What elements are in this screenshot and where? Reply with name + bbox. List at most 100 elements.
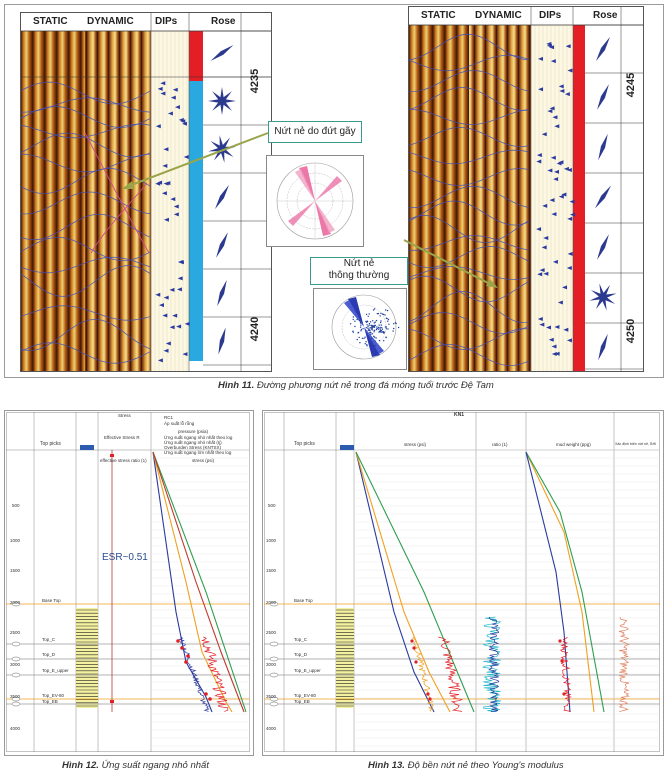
fig12-caption-text: Ứng suất ngang nhỏ nhất [98, 760, 209, 771]
shmin-curve [355, 451, 435, 713]
rose-symbol [594, 185, 612, 209]
dip-tadpole [184, 321, 190, 326]
fig13-top-e-upper: Top_E_upper [294, 668, 321, 673]
rose-symbol [589, 283, 617, 311]
top-marker [269, 672, 279, 678]
collapse-curve [525, 451, 571, 713]
fig11-callout-arrow-right [403, 239, 498, 288]
sinusoid-trace [21, 132, 151, 158]
sinusoid-trace [409, 109, 530, 125]
dip-tadpole [567, 216, 573, 221]
dip-tadpole [170, 197, 176, 202]
dip-tadpole [537, 56, 543, 61]
dip-tadpole [181, 121, 187, 126]
rc1-point [180, 646, 184, 650]
fig13-depth-1000: 1000 [266, 538, 277, 543]
dip-tadpole [547, 168, 553, 173]
sinusoid-trace [409, 344, 530, 366]
dip-tadpole [566, 338, 572, 343]
dip-tadpole [163, 295, 169, 300]
dip-tadpole [537, 272, 543, 277]
fig13-top-c: Top_C [294, 637, 308, 642]
dip-tadpole [566, 168, 572, 173]
dip-tadpole [549, 106, 555, 111]
fig12-top-base: Base Top [42, 598, 61, 603]
fig11-left-header-dynamic: DYNAMIC [87, 16, 134, 27]
sinusoid-trace [409, 275, 530, 303]
fig12-legend-overburden: Overburden Stress (KNTSX) [164, 445, 222, 450]
sinusoid-trace [409, 127, 530, 147]
fig12-depth-2500: 2500 [10, 630, 21, 635]
fig12-legend-shmin: Ứng suất ngang nhỏ nhất (Ij) [164, 440, 222, 445]
fig13-depth-2000: 2000 [266, 600, 277, 605]
dip-tadpole [547, 109, 553, 114]
fig11-depth-4245: 4245 [625, 72, 638, 98]
dip-tadpole [162, 163, 168, 168]
dip-tadpole [563, 166, 569, 171]
dip-tadpole [167, 111, 173, 116]
dip-tadpole [536, 153, 542, 158]
fig12-legend-pressure: pressure (psia) [178, 429, 209, 434]
fig12-esr-label: ESR~0.51 [102, 552, 148, 563]
fig11-depth-4235: 4235 [249, 68, 262, 94]
fig12-caption-label: Hình 12. [62, 760, 99, 771]
fig11-rose-fault-graphic [276, 162, 354, 240]
sinusoid-trace [409, 168, 530, 186]
fig13-track-fracture: Xác định biến nứt nẻ, BHI [615, 442, 657, 446]
fault-trace [90, 182, 148, 254]
dip-tadpole [570, 212, 576, 217]
dip-tadpole [170, 95, 176, 100]
fig11-rose-inset-fault [266, 155, 364, 247]
top-marker [269, 656, 279, 662]
dip-tadpole [163, 348, 169, 353]
dip-tadpole [562, 285, 568, 290]
dip-tadpole [176, 287, 182, 292]
dip-tadpole [172, 87, 178, 92]
dip-tadpole [558, 194, 564, 199]
dip-tadpole [160, 91, 166, 96]
dip-tadpole [157, 358, 163, 363]
fig12-log-panel: Stress Top picks ESR~0.51 RC1 Áp suất lỗ… [6, 412, 250, 752]
fig13-top-picks-label: Top picks [294, 441, 315, 447]
sinusoid-trace [21, 191, 151, 215]
fig12-top-ev80: Top_EV-80 [42, 693, 65, 698]
dip-tadpole [558, 84, 564, 89]
fig12-caption: Hình 12. Ứng suất ngang nhỏ nhất [62, 760, 209, 771]
fig12-top-eb: Top_EB [42, 699, 58, 704]
dip-tadpole [538, 87, 544, 92]
fault-trace [84, 132, 150, 254]
fig11-right-log-panel: STATIC DYNAMIC DIPs Rose 4245 4250 [408, 6, 644, 372]
fig13-track-mud: mud weight (ppg) [556, 442, 591, 447]
dip-tadpole [549, 198, 555, 203]
sinusoid-trace [409, 291, 530, 323]
fig13-graphic [264, 412, 660, 752]
fig11-right-header-dynamic: DYNAMIC [475, 10, 522, 21]
mud-weight-curve [525, 451, 595, 713]
sinusoid-trace [21, 237, 151, 262]
dip-tadpole [554, 351, 560, 356]
dip-tadpole [556, 161, 562, 166]
fig13-top-ev80: Top_EV-80 [294, 693, 317, 698]
dip-tadpole [554, 324, 560, 329]
dip-tadpole [553, 177, 559, 182]
pore-pressure-curve [152, 451, 233, 713]
rose-symbol [597, 234, 609, 260]
dip-tadpole [543, 235, 549, 240]
fig13-log-panel: KN1 Top picks stress (psi) ratio (1) mud… [264, 412, 660, 752]
shmax-curve [152, 451, 245, 713]
dip-tadpole [162, 313, 168, 318]
dip-tadpole [173, 204, 179, 209]
rose-symbol [596, 36, 610, 62]
top-marker [11, 701, 21, 707]
rose-symbol [218, 327, 226, 355]
top-marker [269, 701, 279, 707]
rose-symbol [208, 87, 236, 115]
fig11-right-header-dips: DIPs [539, 10, 562, 21]
dip-tadpole [537, 316, 543, 321]
fig11-caption-label: Hình 11. [218, 380, 255, 391]
rose-symbol [217, 279, 227, 307]
fig11-callout-arrow-left [122, 132, 269, 189]
fig12-top-picks-label: Top picks [40, 441, 61, 447]
sinusoid-trace [21, 153, 151, 173]
rc1-point [412, 646, 416, 650]
